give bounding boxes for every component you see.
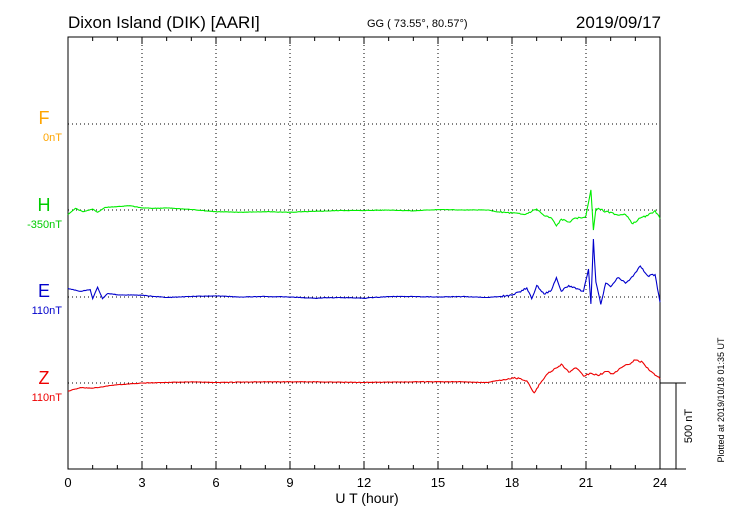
- record-date: 2019/09/17: [576, 13, 661, 32]
- series-line-e: [67, 238, 661, 305]
- x-tick-label-9: 9: [286, 475, 293, 490]
- series-layer: [67, 189, 661, 394]
- component-label-h: H: [38, 195, 51, 215]
- x-tick-label-15: 15: [431, 475, 445, 490]
- baseline-label-f: 0nT: [43, 132, 62, 144]
- x-tick-label-12: 12: [357, 475, 371, 490]
- scale-bar-label: 500 nT: [683, 409, 695, 444]
- geographic-coordinates: GG ( 73.55°, 80.57°): [367, 18, 468, 30]
- x-tick-label-24: 24: [653, 475, 667, 490]
- axis-ticks: [67, 37, 661, 469]
- scale-bar: 500 nT: [660, 382, 695, 470]
- x-axis-label: U T (hour): [335, 490, 398, 506]
- component-label-z: Z: [39, 368, 50, 388]
- x-tick-label-18: 18: [505, 475, 519, 490]
- baseline-label-h: -350nT: [27, 219, 62, 231]
- x-tick-label-21: 21: [579, 475, 593, 490]
- series-line-z: [67, 359, 661, 394]
- x-tick-label-0: 0: [64, 475, 71, 490]
- plotted-timestamp: Plotted at 2019/10/18 01:35 UT: [716, 337, 726, 463]
- x-tick-label-6: 6: [212, 475, 219, 490]
- baseline-label-e: 110nT: [32, 305, 63, 317]
- vertical-gridlines: [141, 37, 587, 469]
- component-label-e: E: [38, 281, 50, 301]
- component-label-f: F: [39, 108, 50, 128]
- baseline-label-z: 110nT: [32, 392, 63, 404]
- x-tick-label-3: 3: [138, 475, 145, 490]
- series-line-h: [67, 189, 661, 231]
- x-tick-labels: 0 3 6 9 12 15 18 21 24: [64, 475, 667, 490]
- station-title: Dixon Island (DIK) [AARI]: [68, 13, 260, 32]
